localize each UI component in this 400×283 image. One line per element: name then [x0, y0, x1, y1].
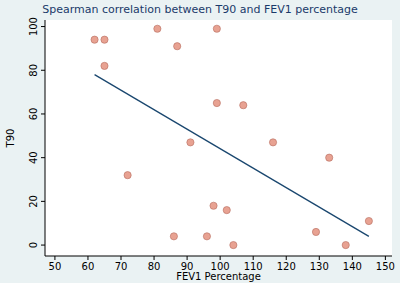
y-tick	[41, 201, 45, 202]
point	[101, 62, 108, 69]
x-tick-label: 70	[115, 261, 128, 272]
x-tick	[319, 256, 320, 260]
x-tick	[385, 256, 386, 260]
y-tick	[41, 245, 45, 246]
y-axis	[45, 20, 46, 256]
x-tick	[121, 256, 122, 260]
chart: Spearman correlation between T90 and FEV…	[0, 0, 400, 283]
x-tick-label: 60	[82, 261, 95, 272]
x-tick-label: 80	[148, 261, 161, 272]
y-tick	[41, 157, 45, 158]
x-tick	[54, 256, 55, 260]
point	[365, 217, 372, 224]
point	[240, 102, 247, 109]
y-tick-label: 60	[28, 108, 39, 121]
y-tick-label: 0	[28, 242, 39, 248]
point	[154, 25, 161, 32]
y-tick	[41, 113, 45, 114]
x-tick-label: 130	[310, 261, 329, 272]
y-tick-label: 20	[28, 195, 39, 208]
y-tick-label: 100	[28, 17, 39, 36]
y-tick	[41, 26, 45, 27]
x-tick	[187, 256, 188, 260]
x-axis	[45, 256, 392, 257]
x-tick	[220, 256, 221, 260]
x-tick	[154, 256, 155, 260]
point	[326, 154, 333, 161]
background	[0, 0, 400, 283]
x-tick	[352, 256, 353, 260]
point	[210, 202, 217, 209]
y-tick	[41, 70, 45, 71]
fit-line	[95, 75, 369, 237]
point	[203, 233, 210, 240]
x-tick-label: 120	[277, 261, 296, 272]
x-tick	[286, 256, 287, 260]
point	[91, 36, 98, 43]
marks	[91, 25, 372, 249]
plot-area	[45, 20, 392, 256]
x-tick	[253, 256, 254, 260]
y-tick-label: 80	[28, 64, 39, 77]
x-tick-label: 150	[376, 261, 395, 272]
title: Spearman correlation between T90 and FEV…	[42, 3, 358, 16]
y-tick-label: 40	[28, 151, 39, 164]
point	[312, 228, 319, 235]
x-tick-label: 50	[49, 261, 62, 272]
x-tick	[87, 256, 88, 260]
point	[187, 139, 194, 146]
point	[174, 43, 181, 50]
point	[213, 25, 220, 32]
point	[342, 241, 349, 248]
point	[170, 233, 177, 240]
point	[213, 99, 220, 106]
point	[223, 207, 230, 214]
point	[124, 172, 131, 179]
x-axis-label: FEV1 Percentage	[176, 271, 261, 282]
point	[230, 241, 237, 248]
x-tick-label: 140	[343, 261, 362, 272]
point	[269, 139, 276, 146]
point	[101, 36, 108, 43]
y-axis-label: T90	[5, 129, 16, 149]
